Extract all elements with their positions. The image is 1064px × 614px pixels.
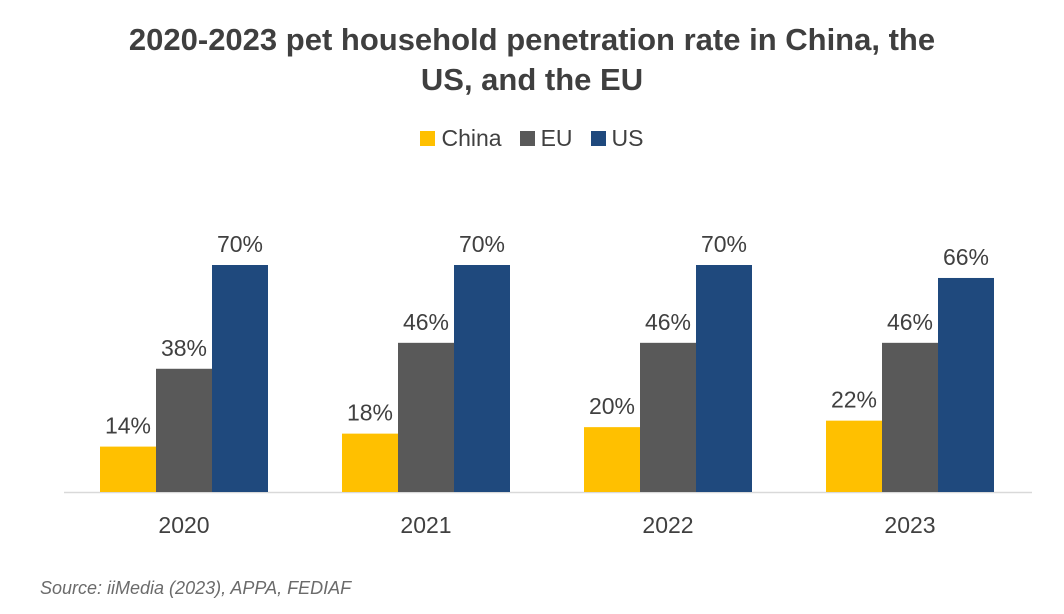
bar-eu-2021 — [398, 342, 454, 492]
legend-label-us: US — [611, 125, 644, 151]
bar-us-2023 — [938, 277, 994, 492]
chart-legend: China EU US — [0, 125, 1064, 152]
data-label-eu-2020: 38% — [161, 335, 207, 361]
bar-china-2020 — [100, 446, 156, 492]
legend-item-us: US — [590, 125, 644, 152]
data-label-eu-2022: 46% — [645, 309, 691, 335]
legend-swatch-us — [590, 131, 606, 146]
x-tick-label-2022: 2022 — [642, 512, 693, 538]
data-label-china-2020: 14% — [105, 413, 151, 439]
bar-us-2022 — [696, 265, 752, 492]
legend-swatch-eu — [519, 131, 535, 146]
chart-title: 2020-2023 pet household penetration rate… — [0, 20, 1064, 100]
bar-eu-2022 — [640, 342, 696, 492]
data-label-china-2022: 20% — [589, 393, 635, 419]
x-tick-label-2021: 2021 — [400, 512, 451, 538]
data-label-us-2021: 70% — [459, 231, 505, 257]
data-label-us-2023: 66% — [943, 244, 989, 270]
data-label-us-2022: 70% — [701, 231, 747, 257]
chart-title-line-2: US, and the EU — [420, 62, 644, 97]
source-note: Source: iiMedia (2023), APPA, FEDIAF — [40, 578, 352, 598]
x-tick-label-2023: 2023 — [884, 512, 935, 538]
legend-label-eu: EU — [540, 125, 573, 151]
legend-swatch-china — [420, 131, 436, 146]
legend-item-eu: EU — [519, 125, 573, 152]
legend-label-china: China — [441, 125, 502, 151]
data-label-eu-2023: 46% — [887, 309, 933, 335]
bar-us-2021 — [454, 265, 510, 492]
data-label-eu-2021: 46% — [403, 309, 449, 335]
legend-item-china: China — [420, 125, 502, 152]
data-label-us-2020: 70% — [217, 231, 263, 257]
data-label-china-2023: 22% — [831, 387, 877, 413]
bar-us-2020 — [212, 265, 268, 492]
bar-china-2023 — [826, 420, 882, 492]
data-label-china-2021: 18% — [347, 400, 393, 426]
bar-eu-2023 — [882, 342, 938, 492]
bar-china-2021 — [342, 433, 398, 492]
bar-eu-2020 — [156, 368, 212, 492]
bar-china-2022 — [584, 427, 640, 492]
x-tick-label-2020: 2020 — [158, 512, 209, 538]
chart-title-line-1: 2020-2023 pet household penetration rate… — [128, 22, 936, 57]
